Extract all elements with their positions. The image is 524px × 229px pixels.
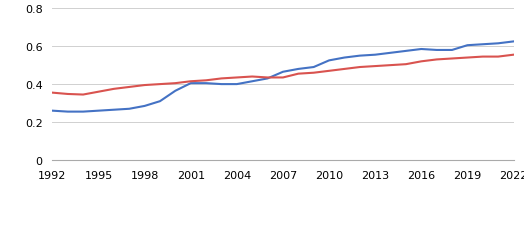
Troy High School bbox=[387, 52, 394, 55]
(MI) State Average bbox=[249, 76, 255, 79]
Troy High School bbox=[510, 41, 517, 44]
Troy High School bbox=[234, 83, 240, 86]
(MI) State Average bbox=[479, 56, 486, 59]
Troy High School bbox=[80, 111, 86, 114]
Line: (MI) State Average: (MI) State Average bbox=[52, 55, 514, 95]
Troy High School bbox=[464, 45, 471, 47]
(MI) State Average bbox=[510, 54, 517, 57]
Troy High School bbox=[219, 83, 225, 86]
(MI) State Average bbox=[418, 61, 424, 63]
Troy High School bbox=[49, 110, 56, 112]
(MI) State Average bbox=[295, 73, 301, 76]
Troy High School bbox=[64, 111, 71, 114]
(MI) State Average bbox=[341, 68, 347, 71]
(MI) State Average bbox=[357, 66, 363, 69]
(MI) State Average bbox=[326, 70, 332, 73]
(MI) State Average bbox=[49, 92, 56, 95]
Troy High School bbox=[111, 109, 117, 112]
Troy High School bbox=[188, 82, 194, 85]
(MI) State Average bbox=[203, 79, 209, 82]
Troy High School bbox=[403, 50, 409, 53]
Troy High School bbox=[203, 82, 209, 85]
Troy High School bbox=[341, 57, 347, 60]
Troy High School bbox=[95, 110, 102, 112]
(MI) State Average bbox=[126, 86, 133, 89]
Troy High School bbox=[126, 108, 133, 111]
(MI) State Average bbox=[188, 81, 194, 83]
Troy High School bbox=[311, 66, 317, 69]
(MI) State Average bbox=[495, 56, 501, 59]
(MI) State Average bbox=[387, 65, 394, 67]
Troy High School bbox=[357, 55, 363, 58]
(MI) State Average bbox=[265, 77, 271, 79]
(MI) State Average bbox=[464, 57, 471, 60]
(MI) State Average bbox=[372, 65, 378, 68]
Troy High School bbox=[372, 54, 378, 57]
Troy High School bbox=[479, 44, 486, 46]
(MI) State Average bbox=[449, 58, 455, 61]
Troy High School bbox=[433, 49, 440, 52]
Legend: Troy High School, (MI) State Average: Troy High School, (MI) State Average bbox=[146, 223, 420, 229]
(MI) State Average bbox=[433, 59, 440, 62]
(MI) State Average bbox=[141, 84, 148, 87]
(MI) State Average bbox=[64, 93, 71, 96]
Troy High School bbox=[249, 81, 255, 83]
Troy High School bbox=[265, 78, 271, 80]
Troy High School bbox=[295, 68, 301, 71]
Troy High School bbox=[172, 90, 179, 93]
Troy High School bbox=[157, 100, 163, 103]
Troy High School bbox=[418, 48, 424, 51]
(MI) State Average bbox=[219, 78, 225, 80]
(MI) State Average bbox=[111, 88, 117, 91]
(MI) State Average bbox=[80, 94, 86, 96]
(MI) State Average bbox=[403, 63, 409, 66]
(MI) State Average bbox=[280, 77, 286, 79]
Troy High School bbox=[495, 43, 501, 46]
(MI) State Average bbox=[234, 77, 240, 79]
(MI) State Average bbox=[157, 83, 163, 86]
Troy High School bbox=[141, 105, 148, 108]
(MI) State Average bbox=[172, 82, 179, 85]
(MI) State Average bbox=[311, 72, 317, 75]
Troy High School bbox=[326, 60, 332, 63]
(MI) State Average bbox=[95, 91, 102, 94]
Line: Troy High School: Troy High School bbox=[52, 42, 514, 112]
Troy High School bbox=[280, 71, 286, 74]
Troy High School bbox=[449, 49, 455, 52]
